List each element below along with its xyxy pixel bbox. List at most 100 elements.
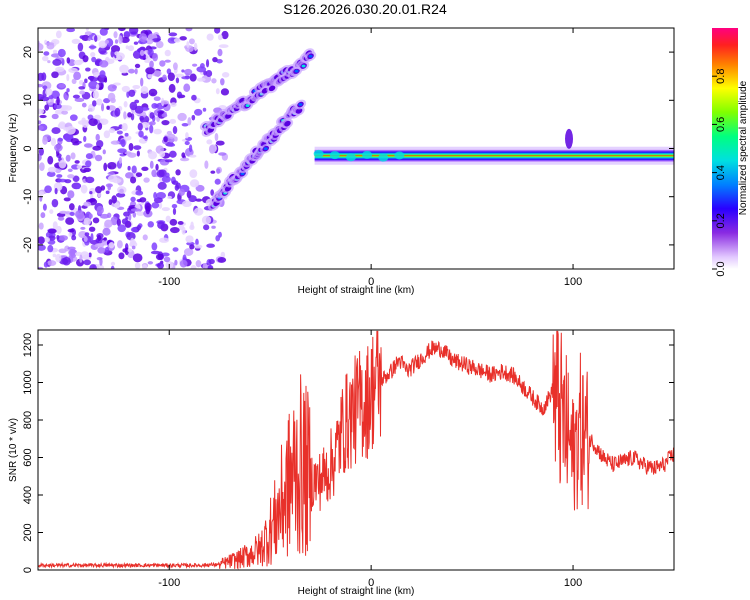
noise-blob: [70, 137, 79, 144]
noise-blob: [181, 76, 191, 80]
noise-blob: [167, 72, 175, 81]
noise-blob: [140, 86, 149, 94]
noise-blob: [127, 45, 135, 52]
noise-blob: [52, 221, 58, 230]
noise-blob: [214, 132, 219, 142]
noise-blob: [56, 174, 63, 178]
snr-frame: [37, 329, 675, 571]
noise-blob: [38, 120, 42, 125]
noise-blob: [158, 202, 163, 209]
noise-blob: [78, 80, 84, 85]
noise-blob: [157, 262, 164, 269]
flat-band-body: [314, 149, 674, 162]
noise-blob: [142, 234, 148, 241]
noise-blob: [104, 219, 113, 228]
noise-blob: [177, 112, 187, 122]
noise-blob: [148, 151, 158, 160]
noise-blob: [215, 88, 220, 95]
noise-blob: [178, 188, 185, 196]
noise-blob: [133, 145, 142, 150]
spectrogram-ytick-label: 10: [22, 94, 34, 106]
noise-blob: [155, 40, 164, 49]
noise-blob: [161, 207, 170, 212]
noise-blob: [216, 58, 223, 64]
noise-blob: [45, 42, 55, 46]
noise-blob: [164, 159, 173, 163]
noise-blob: [107, 92, 116, 101]
noise-blob: [195, 260, 202, 268]
noise-blob: [103, 98, 111, 104]
noise-blob: [185, 132, 189, 139]
noise-blob: [106, 212, 112, 219]
noise-blob: [120, 37, 130, 44]
noise-blob: [215, 235, 221, 242]
noise-blob: [71, 235, 77, 241]
noise-blob: [88, 80, 99, 90]
noise-blob: [44, 185, 52, 194]
noise-blob: [62, 256, 71, 266]
noise-blob: [169, 150, 177, 158]
noise-blob: [97, 247, 106, 254]
noise-blob: [73, 71, 82, 81]
noise-blob: [98, 46, 107, 55]
noise-blob: [102, 149, 106, 155]
noise-blob: [43, 51, 50, 56]
noise-blob: [65, 154, 71, 162]
noise-blob: [85, 160, 92, 168]
noise-blob: [42, 85, 48, 90]
noise-blob: [153, 128, 162, 135]
noise-blob: [125, 45, 129, 50]
noise-blob: [127, 248, 133, 253]
noise-blob: [124, 247, 129, 256]
noise-blob: [82, 55, 89, 63]
noise-blob: [49, 209, 54, 214]
noise-blob: [220, 251, 226, 258]
noise-blob: [173, 38, 181, 43]
noise-blob: [90, 51, 96, 58]
noise-blob: [217, 48, 223, 57]
noise-blob: [101, 103, 105, 112]
noise-blob: [116, 240, 123, 249]
colorbar-tick-label: 0.4: [715, 165, 727, 180]
noise-blob: [220, 88, 230, 96]
spectrogram-ytick-label: 20: [22, 46, 34, 58]
noise-blob: [95, 186, 102, 194]
noise-blob: [45, 88, 53, 96]
noise-blob: [102, 227, 111, 236]
noise-blob: [96, 256, 103, 261]
noise-blob: [124, 132, 129, 137]
noise-blob: [89, 190, 93, 195]
noise-blob: [220, 78, 225, 86]
colorbar-tick-label: 0.0: [715, 261, 727, 276]
colorbar-label: Normalized spectral amplitude: [738, 80, 749, 215]
noise-blob: [145, 67, 155, 75]
noise-blob: [46, 171, 56, 178]
noise-blob: [67, 190, 75, 199]
noise-blob: [63, 126, 69, 131]
noise-blob: [129, 101, 138, 111]
noise-blob: [69, 114, 78, 122]
noise-blob: [118, 35, 123, 44]
noise-blob: [136, 211, 145, 216]
noise-blob: [70, 249, 77, 259]
noise-blob: [114, 202, 120, 209]
noise-blob: [64, 94, 69, 101]
noise-blob: [84, 31, 92, 36]
colorbar-tick-label: 0.6: [715, 117, 727, 132]
noise-blob: [51, 71, 59, 79]
noise-blob: [155, 163, 159, 171]
noise-blob: [169, 118, 177, 124]
noise-blob: [202, 262, 208, 269]
noise-blob: [184, 141, 190, 146]
noise-blob: [185, 28, 193, 32]
noise-blob: [99, 28, 108, 36]
noise-blob: [123, 111, 127, 120]
noise-blob: [127, 152, 137, 158]
noise-blob: [172, 247, 179, 252]
noise-blob: [188, 38, 195, 45]
noise-blob: [217, 34, 223, 41]
noise-blob: [119, 64, 129, 74]
noise-blob: [141, 166, 149, 171]
noise-blob: [151, 242, 158, 251]
